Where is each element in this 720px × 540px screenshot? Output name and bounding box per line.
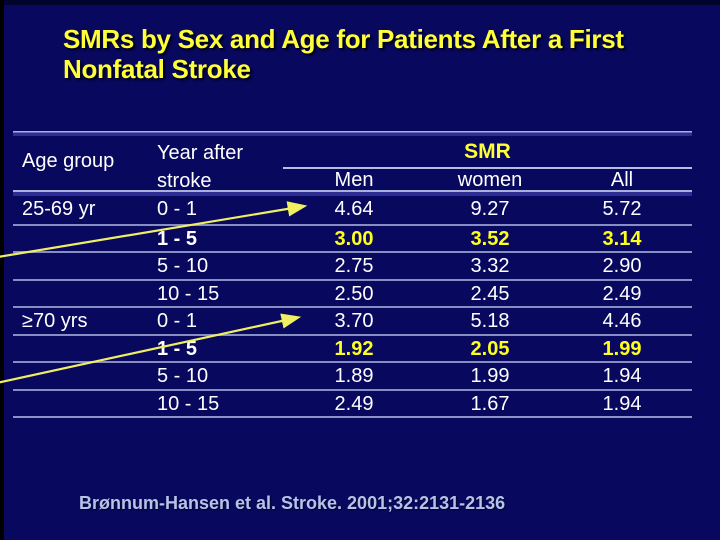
table-row: 10 - 15 2.49 1.67 1.94 [13, 388, 692, 419]
cell-age-group: ≥70 yrs [22, 310, 88, 332]
col-header-year-after-stroke: Year after stroke [157, 139, 243, 195]
cell-years: 0 - 1 [157, 310, 198, 332]
cell-years: 1 - 5 [157, 337, 198, 360]
year-header-line-1: Year after [157, 142, 243, 164]
table-top-border [13, 131, 692, 136]
cell-smr-men: 1.89 [334, 365, 374, 387]
cell-smr-all: 1.94 [602, 365, 642, 387]
cell-smr-women: 3.32 [470, 255, 510, 277]
cell-smr-women: 1.67 [470, 392, 510, 415]
col-header-men: Men [334, 169, 374, 191]
cell-smr-women: 3.52 [470, 227, 510, 250]
table-row: 1 - 5 3.00 3.52 3.14 [13, 223, 692, 254]
cell-smr-men: 4.64 [334, 198, 374, 220]
cell-smr-women: 5.18 [470, 310, 510, 332]
cell-smr-women: 1.99 [470, 365, 510, 387]
table-row: ≥70 yrs 0 - 1 3.70 5.18 4.46 [13, 306, 692, 336]
table-row: 5 - 10 2.75 3.32 2.90 [13, 251, 692, 281]
cell-smr-women: 2.05 [470, 337, 510, 360]
year-header-line-2: stroke [157, 170, 212, 192]
cell-years: 10 - 15 [157, 282, 220, 305]
title-line-2: Nonfatal Stroke [63, 54, 251, 84]
cell-smr-men: 1.92 [334, 337, 374, 360]
cell-age-group: 25-69 yr [22, 198, 96, 220]
smr-header-underline [283, 167, 692, 169]
table-row: 25-69 yr 0 - 1 4.64 9.27 5.72 [13, 196, 692, 224]
cell-years: 10 - 15 [157, 392, 220, 415]
table-bottom-border [13, 415, 692, 418]
citation: Brønnum-Hansen et al. Stroke. 2001;32:21… [79, 493, 506, 513]
cell-years: 5 - 10 [157, 255, 209, 277]
title-line-1: SMRs by Sex and Age for Patients After a… [63, 24, 624, 54]
table-row: 1 - 5 1.92 2.05 1.99 [13, 333, 692, 364]
cell-smr-all: 3.14 [602, 227, 642, 250]
cell-years: 0 - 1 [157, 198, 198, 220]
cell-smr-men: 3.70 [334, 310, 374, 332]
cell-smr-men: 2.75 [334, 255, 374, 277]
slide-top-edge [0, 0, 720, 5]
cell-smr-women: 2.45 [470, 282, 510, 305]
cell-smr-men: 2.50 [334, 282, 374, 305]
col-header-women: women [457, 169, 523, 191]
cell-years: 1 - 5 [157, 227, 198, 250]
col-header-all: All [610, 169, 634, 191]
cell-smr-men: 3.00 [334, 227, 374, 250]
cell-smr-all: 1.94 [602, 392, 642, 415]
page-title: SMRs by Sex and Age for Patients After a… [63, 24, 663, 84]
cell-smr-all: 1.99 [602, 337, 642, 360]
header-separator [13, 190, 692, 196]
table-row: 10 - 15 2.50 2.45 2.49 [13, 278, 692, 309]
cell-smr-all: 5.72 [602, 198, 642, 220]
slide-left-edge [0, 0, 4, 540]
cell-smr-all: 4.46 [602, 310, 642, 332]
cell-smr-women: 9.27 [470, 198, 510, 220]
cell-smr-men: 2.49 [334, 392, 374, 415]
col-header-age-group: Age group [22, 150, 115, 172]
cell-smr-all: 2.90 [602, 255, 642, 277]
table-row: 5 - 10 1.89 1.99 1.94 [13, 361, 692, 391]
smr-group-header: SMR [464, 140, 511, 163]
cell-smr-all: 2.49 [602, 282, 642, 305]
cell-years: 5 - 10 [157, 365, 209, 387]
